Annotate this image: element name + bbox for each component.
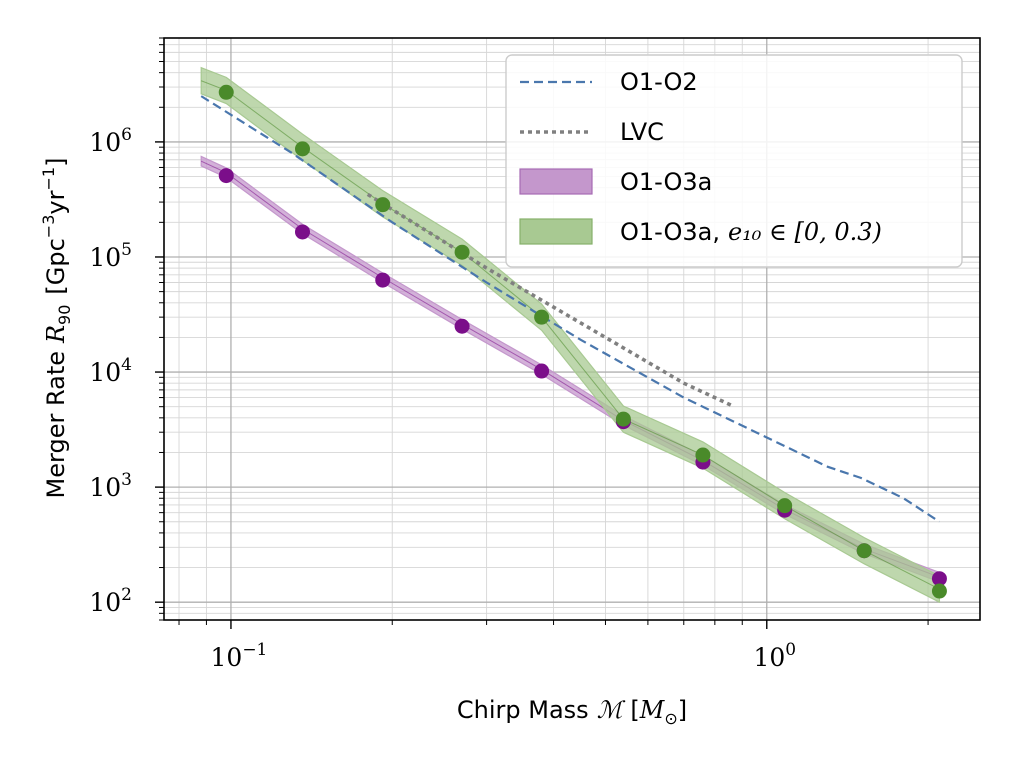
legend-swatch-o1-o3a-eccentric bbox=[519, 218, 593, 245]
o1-o3a--point bbox=[454, 244, 470, 260]
legend-label-o1-o2: O1-O2 bbox=[620, 68, 698, 96]
o1-o3a--point bbox=[375, 197, 391, 213]
o1-o2-line bbox=[200, 95, 941, 523]
x-tick-label: 10−1 bbox=[211, 640, 268, 672]
o1-o3a--point bbox=[695, 447, 711, 463]
o1-o3a-point bbox=[454, 318, 470, 334]
axis-tick-labels: 10−1 100 102 103 104 105 106 bbox=[89, 125, 796, 672]
o1-o3a--point bbox=[218, 84, 234, 100]
o1-o3a-point bbox=[931, 571, 947, 587]
legend: O1-O2 LVC O1-O3a O1-O3a, e₁₀ ∈ [0, 0.3) bbox=[505, 54, 963, 268]
legend-box bbox=[505, 54, 963, 268]
axis-ticks bbox=[155, 37, 929, 629]
o1-o3a--point bbox=[615, 411, 631, 427]
legend-label-o1-o3a-eccentric: O1-O3a, e₁₀ ∈ [0, 0.3) bbox=[620, 218, 882, 246]
y-tick-label: 102 bbox=[89, 585, 132, 617]
y-tick-label: 103 bbox=[89, 470, 132, 502]
legend-swatch-o1-o3a bbox=[519, 168, 593, 195]
series-points bbox=[218, 84, 947, 599]
legend-label-lvc: LVC bbox=[620, 118, 664, 146]
series-lines bbox=[200, 95, 941, 523]
o1-o3a-point bbox=[375, 272, 391, 288]
o1-o3a-point bbox=[534, 363, 550, 379]
plot-frame bbox=[163, 37, 981, 621]
y-tick-label: 105 bbox=[89, 240, 132, 272]
o1-o3a-point bbox=[218, 168, 234, 184]
y-axis-label: Merger RateR90[Gpc−3yr−1] bbox=[39, 158, 74, 499]
x-tick-label: 100 bbox=[753, 640, 796, 672]
o1-o3a--point bbox=[534, 309, 550, 325]
o1-o3a--point bbox=[777, 498, 793, 514]
o1-o3a--point bbox=[931, 583, 947, 599]
o1-o3a-point bbox=[294, 224, 310, 240]
y-tick-label: 106 bbox=[89, 125, 132, 157]
x-axis-label: Chirp Mass ℳ [M⊙] bbox=[457, 696, 687, 728]
o1-o3a--point bbox=[856, 543, 872, 559]
lvc-line bbox=[366, 192, 736, 409]
legend-label-o1-o3a: O1-O3a bbox=[620, 168, 712, 196]
o1-o3a--point bbox=[294, 141, 310, 157]
y-tick-label: 104 bbox=[89, 355, 132, 387]
